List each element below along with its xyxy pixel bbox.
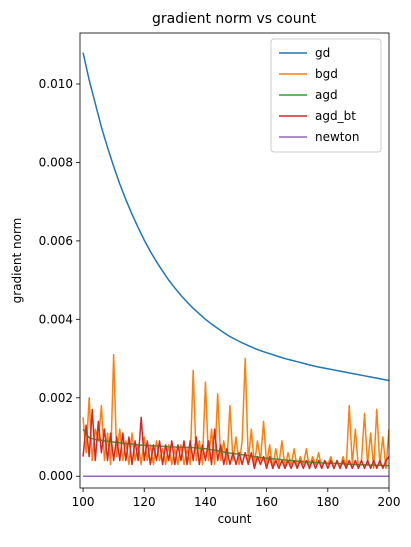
legend-label: bgd [315, 67, 338, 81]
x-tick-label: 180 [316, 495, 339, 509]
y-tick-label: 0.000 [39, 469, 73, 483]
legend-box [270, 38, 382, 153]
chart-title: gradient norm vs count [152, 11, 316, 27]
x-tick-label: 120 [133, 495, 156, 509]
y-tick-label: 0.004 [39, 312, 73, 326]
series-line-agd [82, 428, 389, 467]
y-tick-label: 0.002 [39, 391, 73, 405]
x-tick-label: 200 [378, 495, 401, 509]
legend-label: agd [315, 88, 338, 102]
legend-label: gd [315, 46, 330, 60]
plot-frame [79, 32, 390, 489]
y-tick-label: 0.010 [39, 77, 73, 91]
x-axis-label: count [218, 512, 252, 526]
plot-area [82, 52, 389, 477]
y-tick-label: 0.006 [39, 234, 73, 248]
legend-label: newton [315, 130, 359, 144]
x-axis: 100 120 140 160 180 200 [72, 488, 401, 509]
x-tick-label: 160 [255, 495, 278, 509]
y-tick-label: 0.008 [39, 155, 73, 169]
x-tick-label: 100 [72, 495, 95, 509]
series-line-agd-bt [82, 408, 389, 470]
y-axis-label: gradient norm [10, 218, 24, 304]
legend-label: agd_bt [315, 109, 356, 123]
y-axis: 0.000 0.002 0.004 0.006 0.008 0.010 [39, 77, 80, 483]
x-tick-label: 140 [194, 495, 217, 509]
series-line-gd [82, 52, 389, 382]
